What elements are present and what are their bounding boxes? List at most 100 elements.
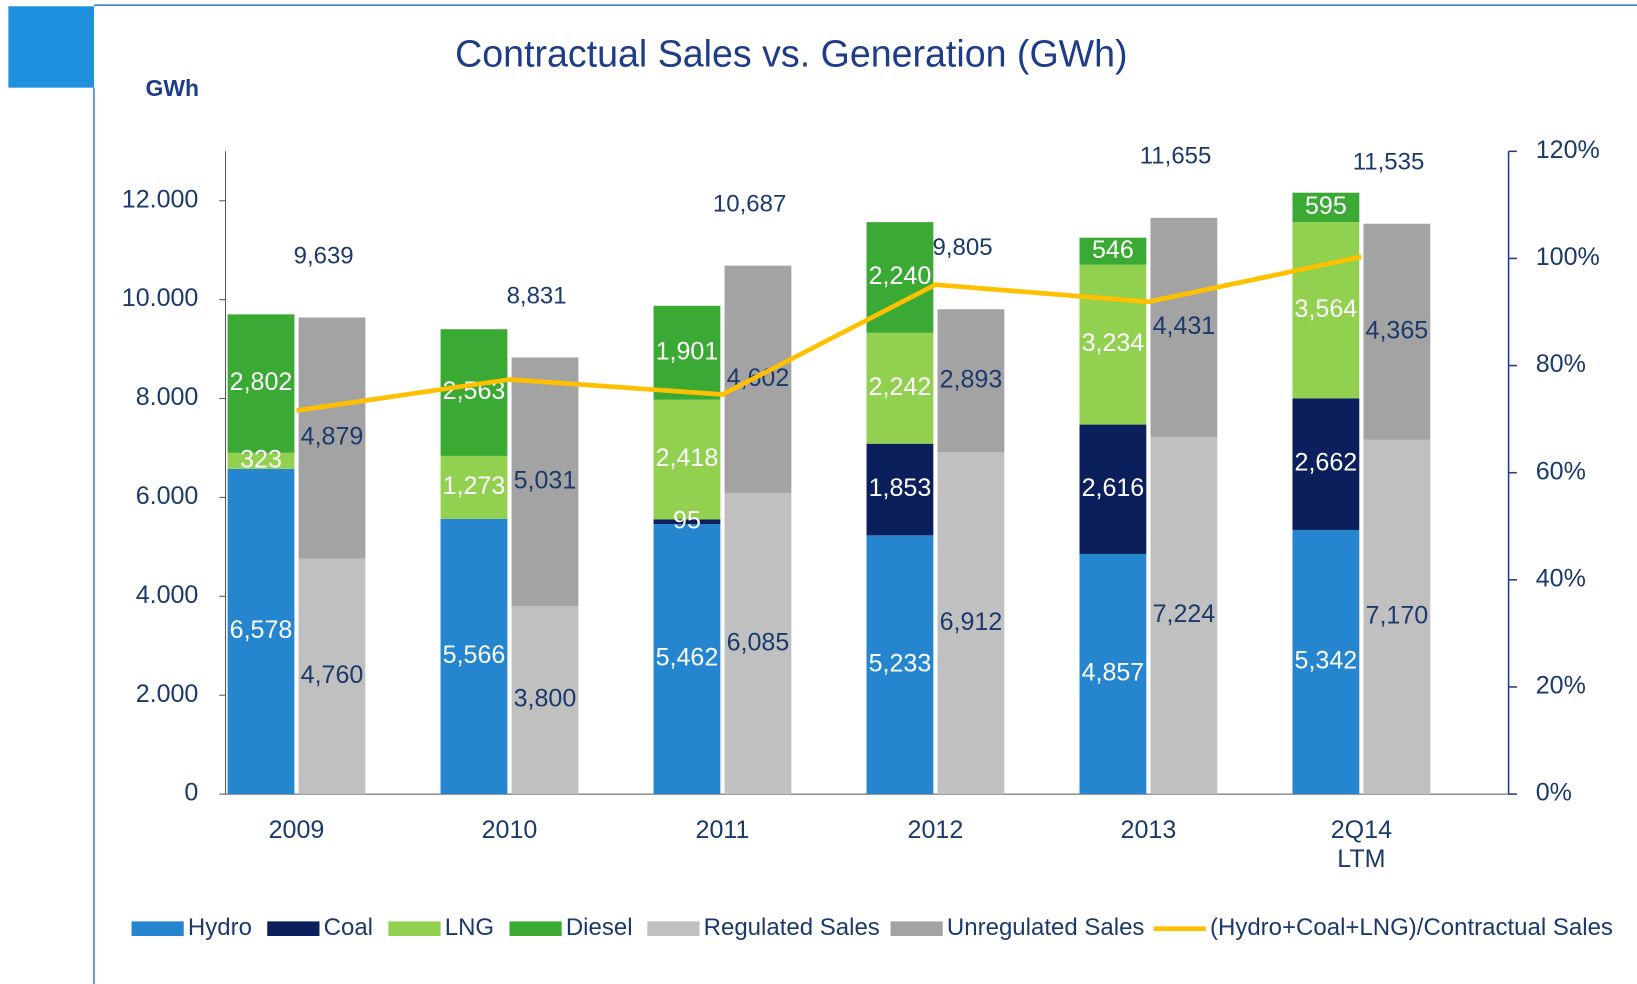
value-label: 5,233	[869, 649, 932, 677]
y-tick-label: 4.000	[136, 581, 199, 609]
value-label: 4,879	[301, 423, 364, 451]
x-tick-label-box: 2Q14 LTM	[1330, 816, 1393, 874]
x-tick-label-box: 2013	[1120, 816, 1177, 845]
y-tick-label: 10.000	[122, 284, 199, 312]
y2-tick-label: 20%	[1536, 672, 1586, 700]
x-tick-label-box: 2010	[481, 816, 538, 845]
bar-segment	[1079, 424, 1147, 554]
bar-segment	[866, 535, 934, 795]
x-tick-label: 2009	[268, 816, 325, 845]
bar-segment	[511, 606, 579, 795]
value-label: 1,901	[656, 337, 719, 365]
y-tick-label: 0	[184, 779, 198, 807]
bar-segment	[227, 468, 295, 795]
value-label: 2,662	[1295, 449, 1358, 477]
bar-segment	[227, 452, 295, 469]
x-tick-label: 2011	[695, 816, 750, 845]
bar-segment	[653, 399, 721, 520]
value-label: 95	[673, 506, 701, 534]
bar-segment	[1292, 398, 1360, 530]
bar-segment	[1079, 264, 1147, 425]
value-label: 2,802	[230, 368, 293, 396]
bar-segment	[440, 455, 508, 519]
value-label: 6,912	[940, 608, 1003, 636]
value-label: 1,273	[443, 472, 506, 500]
x-tick-label-box: 2012	[907, 816, 964, 845]
y-tick-label: 12.000	[122, 185, 199, 213]
bar-segment	[653, 519, 721, 525]
bar-segment	[1363, 223, 1431, 440]
value-label: 5,031	[514, 466, 577, 494]
bar-segment	[1150, 436, 1218, 795]
value-label: 6,085	[727, 628, 790, 656]
y-tick-label: 6.000	[136, 482, 199, 510]
bar-segment	[298, 558, 366, 795]
value-label: 595	[1305, 192, 1347, 220]
corner-block	[8, 6, 94, 88]
value-label: 2,418	[656, 444, 719, 472]
bar-segment	[1079, 553, 1147, 795]
value-label: 2,242	[869, 373, 932, 401]
value-label: 4,365	[1366, 316, 1429, 344]
value-label: 2,616	[1082, 474, 1145, 502]
legend-label: Hydro	[188, 914, 252, 941]
value-label: 323	[240, 445, 282, 473]
value-label: 3,234	[1082, 329, 1145, 357]
y2-tick-label: 80%	[1536, 350, 1586, 378]
x-tick-label-box: 2011	[695, 816, 750, 845]
legend-label: LNG	[445, 914, 494, 941]
bar-segment	[653, 524, 721, 795]
bar-segment	[653, 305, 721, 400]
value-label: 7,224	[1153, 600, 1216, 628]
total-label: 9,639	[294, 242, 354, 269]
total-label: 9,805	[933, 234, 993, 261]
bar-segment	[511, 357, 579, 607]
bar-segment	[866, 443, 934, 536]
total-label: 11,655	[1140, 143, 1212, 170]
bar-segment	[937, 452, 1005, 795]
legend-label: Regulated Sales	[704, 914, 880, 941]
legend-label: Diesel	[566, 914, 633, 941]
total-label: 11,535	[1353, 149, 1425, 176]
bar-segment	[724, 265, 792, 494]
legend-swatch	[647, 921, 700, 936]
legend-swatch	[509, 921, 562, 936]
value-label: 2,240	[869, 262, 932, 290]
bar-segment	[1292, 222, 1360, 399]
x-tick-label: 2013	[1120, 816, 1177, 845]
chart-title: Contractual Sales vs. Generation (GWh)	[455, 32, 1127, 74]
x-tick-label: 2Q14 LTM	[1330, 816, 1393, 874]
value-label: 1,853	[869, 474, 932, 502]
value-label: 5,462	[656, 644, 719, 672]
value-label: 2,893	[940, 365, 1003, 393]
bar-segment	[1150, 217, 1218, 437]
value-label: 7,170	[1366, 601, 1429, 629]
legend-swatch	[388, 921, 441, 936]
y2-tick-label: 0%	[1536, 779, 1572, 807]
bar-segment	[1363, 439, 1431, 795]
bar-segment	[1079, 237, 1147, 265]
x-tick-label: 2012	[907, 816, 964, 845]
bar-segment	[440, 518, 508, 795]
bar-segment	[866, 332, 934, 444]
bar-segment	[937, 309, 1005, 453]
value-label: 3,800	[514, 685, 577, 713]
bar-segment	[298, 317, 366, 559]
y-tick-label: 2.000	[136, 680, 199, 708]
y2-tick-label: 40%	[1536, 564, 1586, 592]
y2-tick-label: 100%	[1536, 243, 1600, 271]
bar-segment	[227, 314, 295, 453]
value-label: 4,431	[1153, 312, 1216, 340]
y2-tick-label: 120%	[1536, 136, 1600, 164]
total-label: 10,687	[713, 190, 786, 217]
value-label: 5,342	[1295, 647, 1358, 675]
legend-swatch	[131, 921, 184, 936]
value-label: 4,760	[301, 661, 364, 689]
legend-swatch	[267, 921, 320, 936]
y2-tick-label: 60%	[1536, 457, 1586, 485]
total-label: 8,831	[507, 282, 567, 309]
x-tick-label: 2010	[481, 816, 538, 845]
bar-segment	[440, 329, 508, 456]
